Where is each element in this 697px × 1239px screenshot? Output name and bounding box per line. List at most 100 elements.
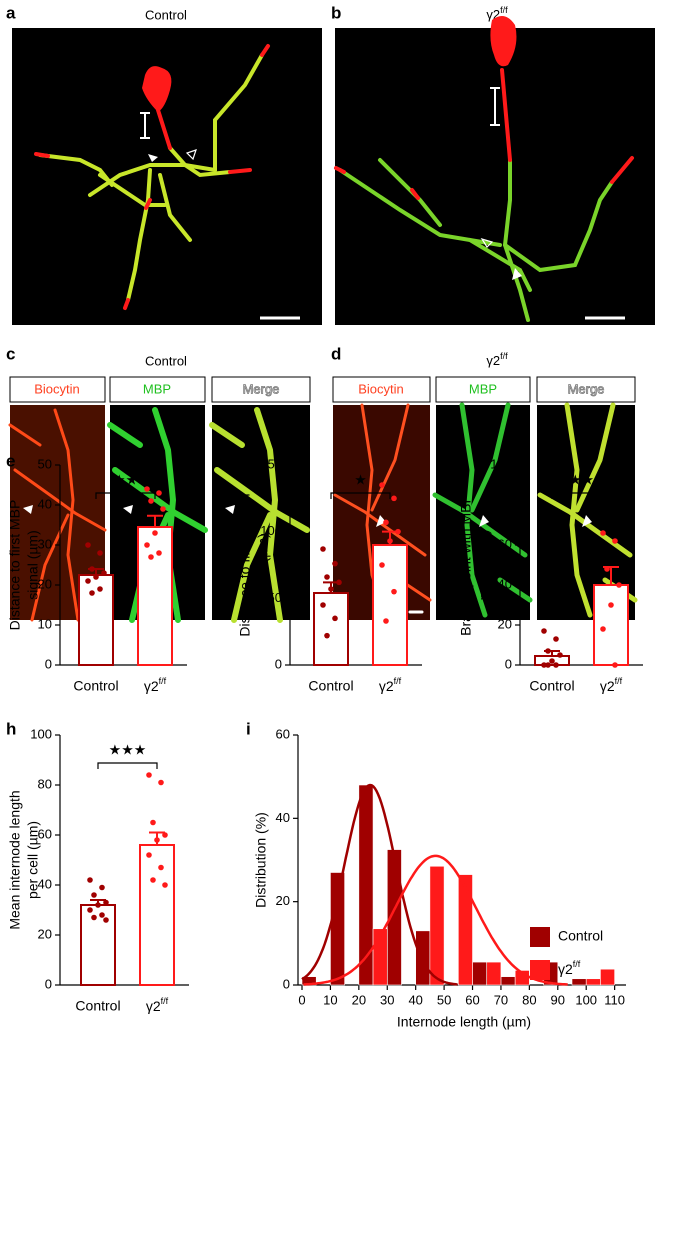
histogram-bar <box>429 865 445 986</box>
y-tick-label: 80 <box>498 496 512 511</box>
panel-label: h <box>6 719 16 738</box>
y-axis-label: Distance to first MBP <box>7 500 23 631</box>
bar <box>372 544 408 666</box>
x-tick-label-main: γ2 <box>600 678 615 694</box>
data-point <box>383 519 389 526</box>
data-point <box>395 528 401 535</box>
title-sup: f/f <box>500 5 508 15</box>
y-tick-label: 60 <box>276 726 290 741</box>
x-tick-label: γ2f/f <box>146 996 169 1013</box>
x-tick-label: 30 <box>380 992 394 1007</box>
significance: ★★ <box>569 472 594 488</box>
histogram-bar <box>571 978 587 986</box>
data-point <box>91 914 97 921</box>
legend-label-sup: f/f <box>573 959 581 969</box>
data-point <box>154 837 160 843</box>
data-point <box>332 560 338 567</box>
data-point <box>91 892 97 898</box>
channel-label: Biocytin <box>34 381 80 396</box>
histogram-bar <box>415 930 431 986</box>
panel-label: a <box>6 3 16 22</box>
y-tick-label: 20 <box>38 576 52 591</box>
data-point <box>557 652 563 658</box>
panel-label: i <box>246 719 251 738</box>
panel-title: Control <box>145 7 187 22</box>
y-tick-label: 60 <box>38 826 52 841</box>
histogram-bar <box>500 976 516 986</box>
y-axis-label: per cell (µm) <box>25 821 41 899</box>
data-point <box>320 546 326 552</box>
data-point <box>336 579 342 586</box>
legend-label-main: γ2 <box>558 961 573 977</box>
x-tick-label: 60 <box>465 992 479 1007</box>
x-tick-label-sup: f/f <box>161 996 169 1006</box>
data-point <box>89 566 95 572</box>
channel-label: Biocytin <box>358 381 404 396</box>
data-point <box>600 530 606 536</box>
data-point <box>87 907 93 913</box>
channel-label: Merge <box>243 381 280 396</box>
y-axis-label: point (µm) <box>255 533 271 596</box>
y-tick-label: 0 <box>45 656 52 671</box>
y-tick-label: 20 <box>276 893 290 908</box>
data-point <box>604 566 610 572</box>
panel-title: Control <box>145 353 187 368</box>
panel-label: e <box>6 451 15 470</box>
error-bar <box>147 514 163 527</box>
data-point <box>387 538 393 544</box>
legend-label: Control <box>558 928 603 944</box>
fit-curve <box>301 783 458 986</box>
data-point <box>103 899 109 906</box>
data-point <box>162 832 168 838</box>
legend-swatch <box>530 927 550 947</box>
data-point <box>545 648 551 654</box>
channel-box <box>332 376 636 403</box>
histogram-bar <box>386 849 402 986</box>
panel-title: γ2f/f <box>486 351 508 368</box>
x-tick-label: 70 <box>494 992 508 1007</box>
data-point <box>324 574 330 580</box>
panel-label: b <box>331 3 341 22</box>
bar <box>139 844 175 986</box>
x-tick-label: 110 <box>604 992 625 1007</box>
data-point <box>158 864 164 871</box>
data-point <box>85 578 91 584</box>
data-point <box>162 882 168 888</box>
y-tick-label: 40 <box>38 876 52 891</box>
data-point <box>99 884 105 891</box>
data-point <box>545 662 551 668</box>
data-point <box>608 602 614 608</box>
x-axis-label: Internode length (µm) <box>397 1014 531 1030</box>
data-point <box>95 902 101 908</box>
data-point <box>553 636 559 642</box>
micrograph <box>12 28 322 325</box>
data-point <box>146 772 152 778</box>
x-tick-label: 80 <box>522 992 536 1007</box>
histogram-bar <box>358 784 374 986</box>
histogram-bar <box>486 961 502 986</box>
x-tick-label: γ2f/f <box>600 676 623 693</box>
panel-label: g <box>474 451 484 470</box>
data-point <box>87 877 93 883</box>
x-tick-label-sup: f/f <box>394 676 402 686</box>
data-point <box>150 819 156 826</box>
y-tick-label: 0 <box>275 656 282 671</box>
significance: ★★ <box>113 472 138 488</box>
y-tick-label: 100 <box>30 726 52 741</box>
x-tick-label: Control <box>73 678 118 694</box>
y-axis-label: Branch point with MBP <box>458 494 474 636</box>
histogram-bar <box>330 872 345 986</box>
x-tick-label: Control <box>529 678 574 694</box>
title-main: γ2 <box>486 353 500 368</box>
data-point <box>553 662 559 668</box>
data-point <box>549 658 555 664</box>
data-point <box>541 628 547 634</box>
x-tick-label: 100 <box>575 992 597 1007</box>
data-point <box>103 917 109 923</box>
x-tick-label: γ2f/f <box>144 676 167 693</box>
panel-label: f <box>248 451 254 470</box>
significance: ★★★ <box>109 742 147 758</box>
data-point <box>332 615 338 622</box>
data-point <box>616 582 622 588</box>
